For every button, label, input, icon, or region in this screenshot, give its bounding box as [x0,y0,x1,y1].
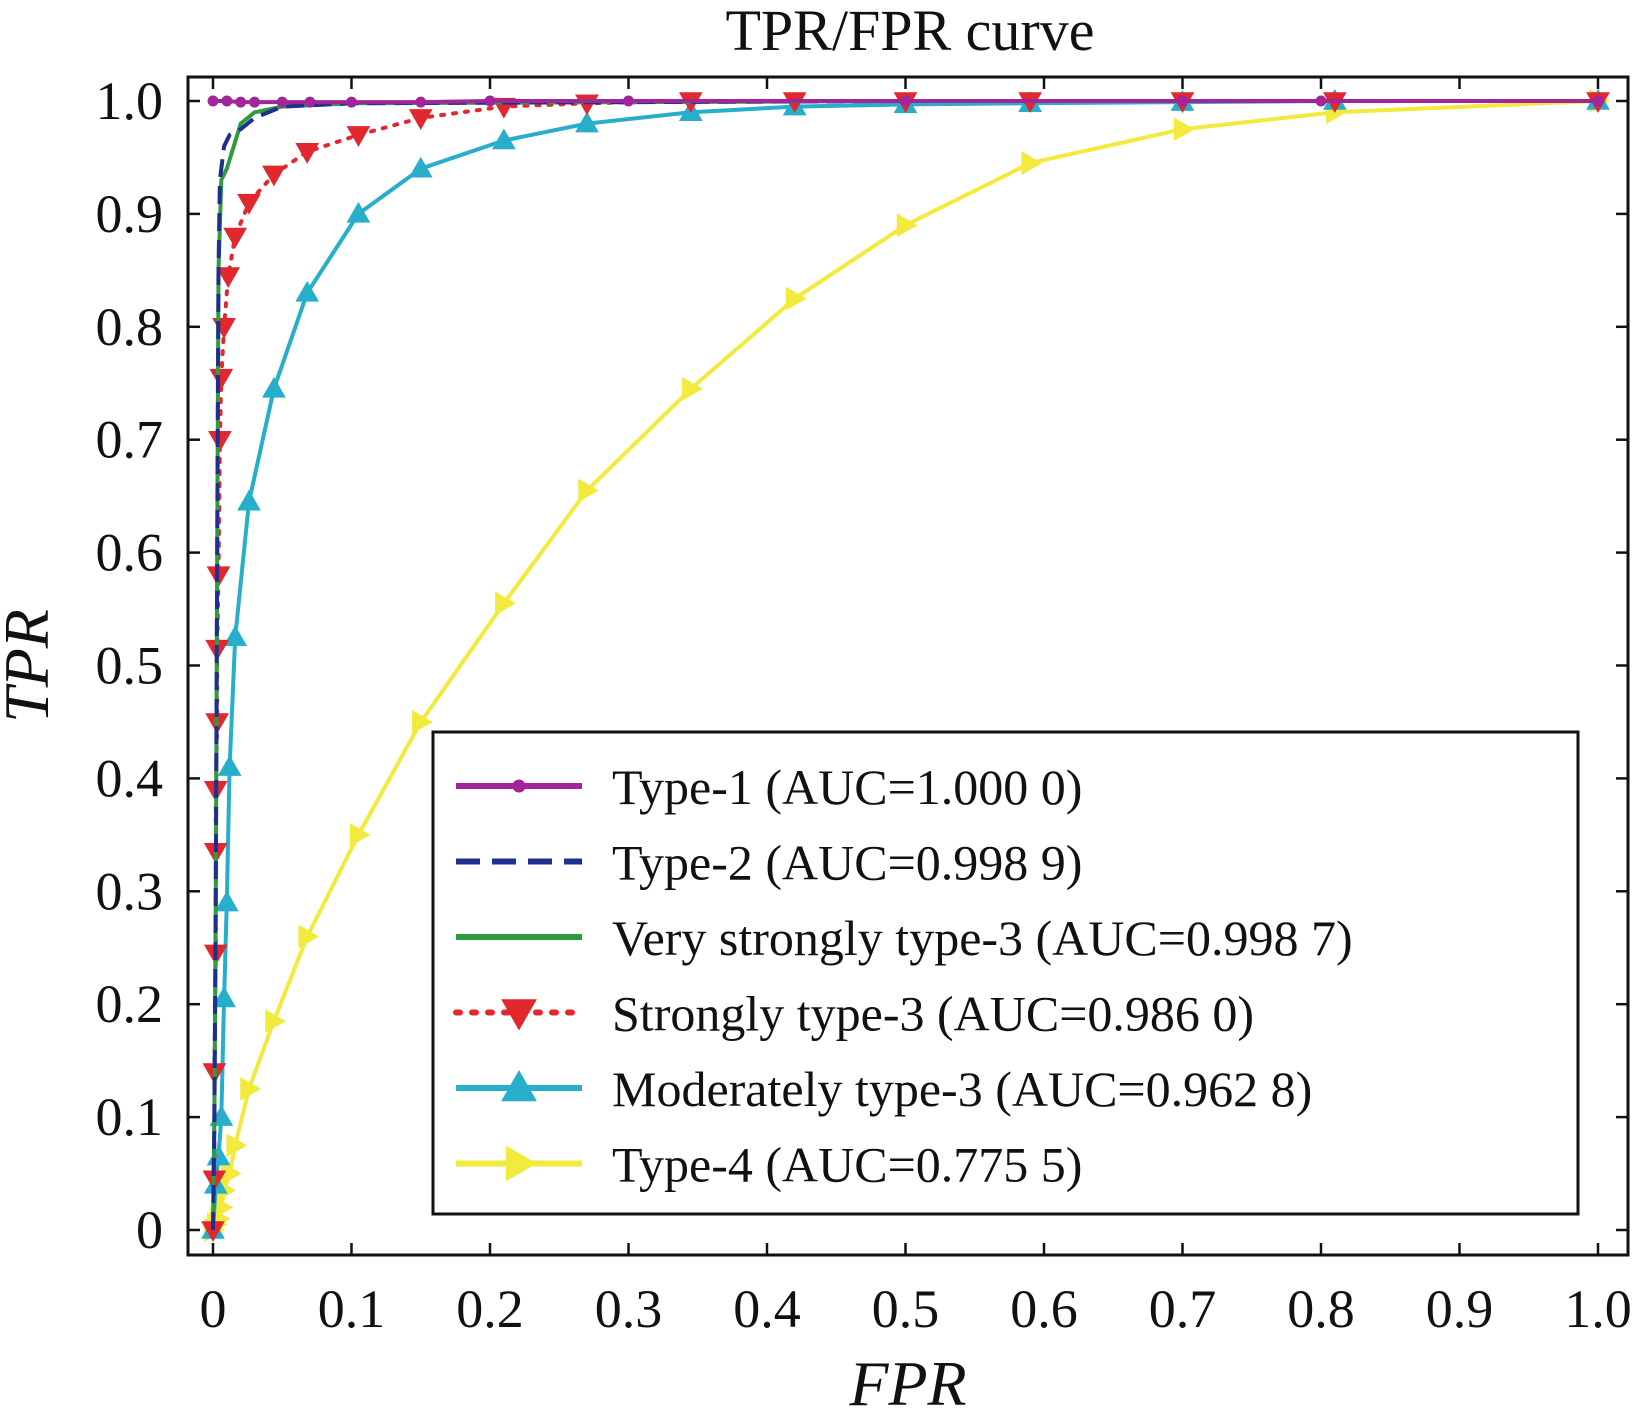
legend-label: Type-2 (AUC=0.998 9) [612,835,1082,891]
data-point-marker [262,165,286,187]
data-point-marker [207,95,219,107]
legend-label: Strongly type-3 (AUC=0.986 0) [612,986,1254,1042]
data-point-marker [214,890,239,912]
data-point-marker [412,710,433,734]
x-tick-label: 0.8 [1287,1279,1355,1339]
data-point-marker [221,95,233,107]
x-tick-label: 0.3 [595,1279,663,1339]
data-point-marker [505,1145,538,1182]
y-tick-label: 0.6 [96,523,164,583]
plot-area [201,88,1611,1243]
data-point-marker [262,376,286,398]
data-point-marker [265,1009,286,1033]
legend-box [431,730,1580,1216]
data-point-marker [682,377,703,401]
data-point-marker [900,95,911,107]
chart-title: TPR/FPR curve [726,0,1095,63]
legend-label: Type-4 (AUC=0.775 5) [612,1137,1082,1193]
data-point-marker [235,96,247,108]
x-axis-ticks: 0 0.1 0.2 0.3 0.4 0.5 0.6 0.7 0.8 0.9 1.0 [200,77,1632,1339]
legend-item: Type-2 (AUC=0.998 9) [456,835,1082,891]
data-point-marker [623,95,634,107]
legend-item: Type-1 (AUC=1.000 0) [456,759,1082,815]
series-1 [207,95,1604,108]
data-point-marker [276,96,288,108]
x-tick-label: 0.5 [872,1279,940,1339]
legend: Type-1 (AUC=1.000 0) Type-2 (AUC=0.998 9)… [431,730,1580,1216]
y-axis-label: TPR [0,609,62,723]
data-point-marker [896,213,918,238]
legend-label: Very strongly type-3 (AUC=0.998 7) [612,910,1353,966]
data-point-marker [346,96,357,108]
y-tick-label: 0.2 [96,974,164,1034]
data-point-marker [298,924,320,949]
data-point-marker [346,201,371,223]
y-tick-label: 0 [136,1200,163,1260]
data-point-marker [223,227,248,249]
data-point-marker [1592,95,1604,107]
y-tick-label: 0.1 [96,1087,164,1147]
data-point-marker [217,755,242,776]
data-point-marker [501,999,537,1031]
data-point-marker [575,111,599,133]
data-point-marker [249,96,261,108]
x-tick-label: 0 [200,1279,227,1339]
y-tick-label: 0.3 [96,861,164,921]
data-point-marker [578,478,599,503]
y-tick-label: 0.7 [96,410,164,470]
x-tick-label: 0.9 [1426,1279,1494,1339]
data-point-marker [495,591,516,616]
data-point-marker [226,1133,248,1158]
data-point-marker [304,96,316,108]
data-point-marker [408,156,433,178]
x-axis-label: FPR [848,1348,966,1413]
data-point-marker [346,126,371,147]
legend-label: Moderately type-3 (AUC=0.962 8) [612,1061,1312,1117]
x-tick-label: 0.6 [1010,1279,1078,1339]
y-tick-label: 1.0 [96,71,164,131]
data-point-marker [208,430,232,452]
legend-item: Very strongly type-3 (AUC=0.998 7) [456,910,1353,966]
legend-item: Strongly type-3 (AUC=0.986 0) [453,986,1254,1042]
data-point-marker [240,1077,262,1101]
data-point-marker [1177,95,1188,107]
data-point-marker [408,109,433,130]
data-point-marker [209,368,234,390]
data-point-marker [349,822,371,847]
data-point-marker [484,95,496,107]
data-point-marker [575,94,599,116]
data-point-marker [237,193,261,215]
y-tick-label: 0.9 [96,184,164,244]
data-point-marker [1021,151,1043,175]
data-point-marker [295,143,320,164]
data-point-marker [501,1069,537,1102]
series-line [211,99,1598,1231]
y-tick-label: 0.5 [96,636,164,696]
data-point-marker [1173,117,1195,142]
data-point-marker [512,779,526,793]
x-tick-label: 0.7 [1149,1279,1217,1339]
data-point-marker [785,286,807,311]
data-point-marker [237,489,261,511]
legend-item: Moderately type-3 (AUC=0.962 8) [456,1061,1312,1117]
x-tick-label: 0.2 [456,1279,524,1339]
data-point-marker [1315,95,1327,107]
legend-item: Type-4 (AUC=0.775 5) [456,1137,1082,1193]
data-point-marker [491,128,516,150]
x-tick-label: 0.1 [318,1279,386,1339]
y-axis-ticks: 0 0.1 0.2 0.3 0.4 0.5 0.6 0.7 0.8 0.9 1.0 [96,71,1628,1260]
data-point-marker [216,267,241,289]
data-point-marker [212,986,236,1008]
data-point-marker [206,1144,231,1166]
x-tick-label: 0.4 [733,1279,801,1339]
x-tick-label: 1.0 [1564,1279,1632,1339]
data-point-marker [415,96,427,108]
legend-label: Type-1 (AUC=1.000 0) [612,759,1082,815]
plot-frame [186,75,1630,1257]
y-tick-label: 0.8 [96,297,164,357]
y-tick-label: 0.4 [96,748,164,808]
data-point-marker [295,280,320,302]
data-point-marker [223,625,248,647]
